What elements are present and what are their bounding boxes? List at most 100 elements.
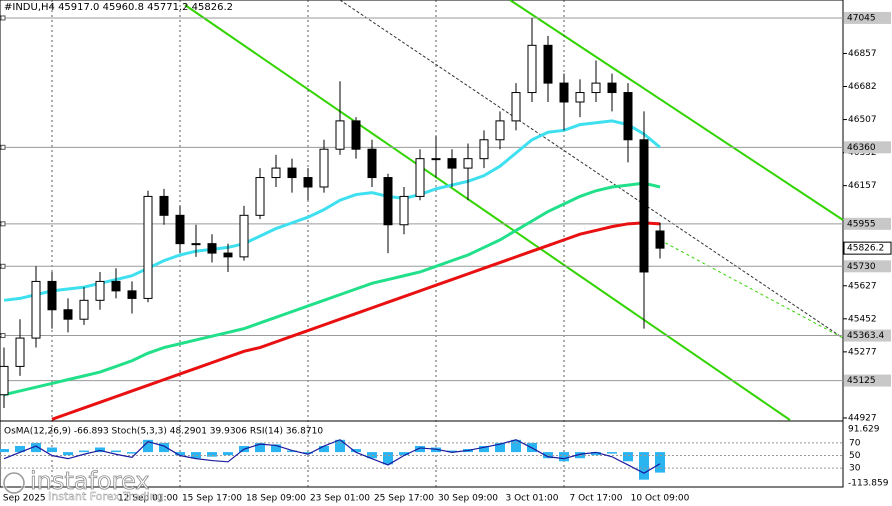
rsi-level-label: 30 xyxy=(849,464,861,474)
candle-body xyxy=(95,280,105,301)
candle-body xyxy=(239,214,249,258)
candle-body xyxy=(255,177,265,216)
osma-bar xyxy=(15,445,25,453)
x-tick-label: 23 Sep 01:00 xyxy=(310,494,370,504)
candle-body xyxy=(207,243,217,254)
x-tick-label: 3 Sep 2025 xyxy=(0,494,46,504)
y-tick-label: 44927 xyxy=(848,413,877,423)
candle-body xyxy=(399,195,409,226)
candle-body xyxy=(575,92,585,103)
trend-projection xyxy=(659,239,844,339)
candle-body xyxy=(463,158,473,169)
candle-body xyxy=(335,120,345,150)
level-label-box xyxy=(844,374,891,387)
x-tick-label: 12 Sep 01:00 xyxy=(118,494,178,504)
osma-bar xyxy=(255,442,265,453)
x-tick-label: 10 Oct 09:00 xyxy=(631,494,690,504)
current-price-box xyxy=(843,241,892,255)
candle-body xyxy=(287,167,297,179)
candle-body xyxy=(79,299,89,320)
oscillator-title: OsMA(12,26,9) -66.893 Stoch(5,3,3) 48.29… xyxy=(4,427,323,437)
candle-body xyxy=(111,280,121,292)
osma-bar xyxy=(447,450,457,453)
x-tick-label: 15 Sep 17:00 xyxy=(182,494,242,504)
level-label-box xyxy=(844,260,891,273)
candle-body xyxy=(271,167,281,179)
osma-bar xyxy=(175,452,185,456)
level-marker xyxy=(0,263,6,269)
osma-bar xyxy=(607,452,617,454)
candle-body xyxy=(319,148,329,188)
candle-body xyxy=(15,337,25,367)
level-label-box xyxy=(844,11,891,24)
level-label: 45125 xyxy=(847,376,876,386)
rsi-level-label: 70 xyxy=(849,438,861,448)
osma-bar xyxy=(399,452,409,456)
candle-body xyxy=(303,177,313,188)
rsi-line xyxy=(3,439,661,474)
osma-bar xyxy=(479,445,489,453)
level-label-box xyxy=(844,141,891,154)
osma-bar xyxy=(95,447,105,453)
candle-body xyxy=(639,139,649,273)
osma-bar xyxy=(143,439,153,453)
candle-body xyxy=(591,82,601,94)
osma-bar xyxy=(287,450,297,453)
osma-bar xyxy=(127,452,137,454)
osma-bar xyxy=(639,452,649,480)
level-label-box xyxy=(844,217,891,230)
watermark: instaforex Instant Forex Trading xyxy=(2,467,164,503)
osma-bar xyxy=(623,452,633,462)
y-tick-label: 46157 xyxy=(848,181,877,191)
trend-line xyxy=(509,0,844,221)
level-marker xyxy=(0,221,6,227)
candle-body xyxy=(0,365,9,396)
osma-bar xyxy=(31,442,41,453)
current-price-label: 45826.2 xyxy=(847,244,884,254)
candle-body xyxy=(415,158,425,197)
level-label-box xyxy=(844,329,891,342)
osma-bar xyxy=(63,452,73,456)
osma-bar xyxy=(111,450,121,453)
candle-body xyxy=(367,148,377,179)
osma-bar xyxy=(0,449,9,453)
osma-bar xyxy=(223,452,233,456)
candle-body xyxy=(607,82,617,94)
moving-average xyxy=(51,221,661,421)
candle-body xyxy=(159,195,169,216)
trend-line-dashed xyxy=(339,0,844,339)
candle-body xyxy=(383,177,393,226)
candle-body xyxy=(47,280,57,311)
level-label: 45363.4 xyxy=(847,331,884,341)
plot-frame xyxy=(0,0,844,488)
candle-body xyxy=(511,92,521,122)
y-tick-label: 46857 xyxy=(848,49,877,59)
x-tick-label: 3 Oct 01:00 xyxy=(506,494,559,504)
osma-bar xyxy=(415,445,425,453)
candle-body xyxy=(623,92,633,141)
y-tick-label: 45627 xyxy=(848,281,877,291)
osma-bar xyxy=(303,452,313,454)
candle-body xyxy=(479,139,489,160)
candle-body xyxy=(127,290,137,299)
level-marker xyxy=(0,15,6,21)
candle-body xyxy=(351,120,361,150)
osma-bar xyxy=(559,452,569,462)
tagline: Instant Forex Trading xyxy=(48,490,164,503)
osma-bar xyxy=(335,439,345,453)
osma-bar xyxy=(79,450,89,453)
candle-body xyxy=(191,243,201,246)
osma-bar xyxy=(271,444,281,453)
osma-bar xyxy=(591,452,601,456)
osma-bar xyxy=(655,452,665,473)
candle-body xyxy=(559,82,569,103)
osma-bar xyxy=(47,447,57,453)
level-label: 45730 xyxy=(847,262,876,272)
trend-line xyxy=(184,4,791,421)
y-tick-label: 46682 xyxy=(848,82,877,92)
candle-body xyxy=(543,44,553,84)
candle-body xyxy=(655,230,665,249)
x-tick-label: 18 Sep 09:00 xyxy=(246,494,306,504)
level-label: 47045 xyxy=(847,13,876,23)
osma-bar xyxy=(511,439,521,453)
